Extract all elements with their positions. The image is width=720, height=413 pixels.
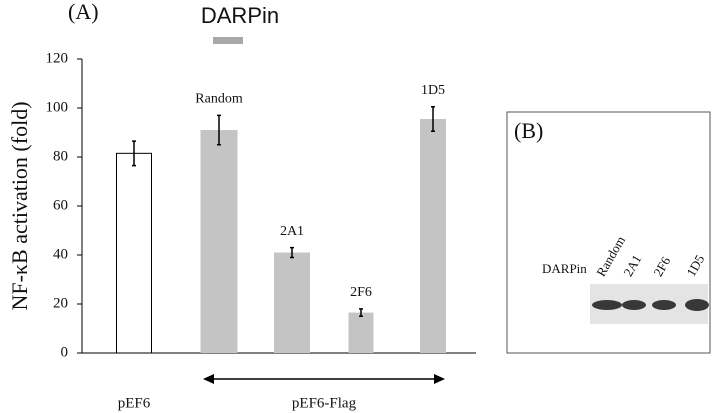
error-bar bbox=[431, 106, 435, 133]
bar-label: 2A1 bbox=[280, 224, 304, 239]
error-bar bbox=[217, 114, 221, 146]
bar bbox=[348, 312, 374, 353]
y-tick-label: 0 bbox=[61, 344, 69, 360]
bar bbox=[200, 130, 238, 353]
lane-label: 2A1 bbox=[620, 252, 644, 279]
bar-label: 2F6 bbox=[350, 285, 372, 300]
error-bar bbox=[132, 140, 136, 167]
blot-band bbox=[622, 300, 646, 310]
panel-b-frame bbox=[506, 111, 711, 354]
lane-label: 1D5 bbox=[683, 252, 707, 279]
blot-row-label: DARPin bbox=[542, 261, 587, 276]
y-tick-label: 20 bbox=[53, 295, 68, 311]
y-tick-label: 120 bbox=[46, 50, 69, 66]
lane-label: 2F6 bbox=[650, 254, 673, 279]
bar-label: 1D5 bbox=[421, 83, 445, 98]
blot-band bbox=[652, 300, 676, 310]
bar bbox=[420, 119, 446, 354]
panel-b-label: (B) bbox=[514, 118, 543, 143]
y-tick-label: 100 bbox=[46, 99, 69, 115]
error-bar bbox=[290, 246, 294, 259]
error-bar bbox=[359, 308, 363, 317]
bar bbox=[116, 152, 152, 354]
blot-band bbox=[592, 300, 622, 310]
blot-band bbox=[685, 299, 709, 311]
y-tick-label: 60 bbox=[53, 197, 68, 213]
x-category-label: pEF6 bbox=[118, 395, 151, 411]
group-label: pEF6-Flag bbox=[292, 395, 357, 411]
y-tick-label: 80 bbox=[53, 148, 68, 164]
legend-label: DARPin bbox=[201, 3, 279, 28]
bar-label: Random bbox=[195, 92, 243, 107]
panel-label: (A) bbox=[68, 0, 99, 24]
legend-swatch bbox=[213, 37, 243, 44]
y-tick-label: 40 bbox=[53, 246, 68, 262]
bar bbox=[274, 252, 310, 353]
y-axis-label: NF-κB activation (fold) bbox=[7, 101, 32, 310]
